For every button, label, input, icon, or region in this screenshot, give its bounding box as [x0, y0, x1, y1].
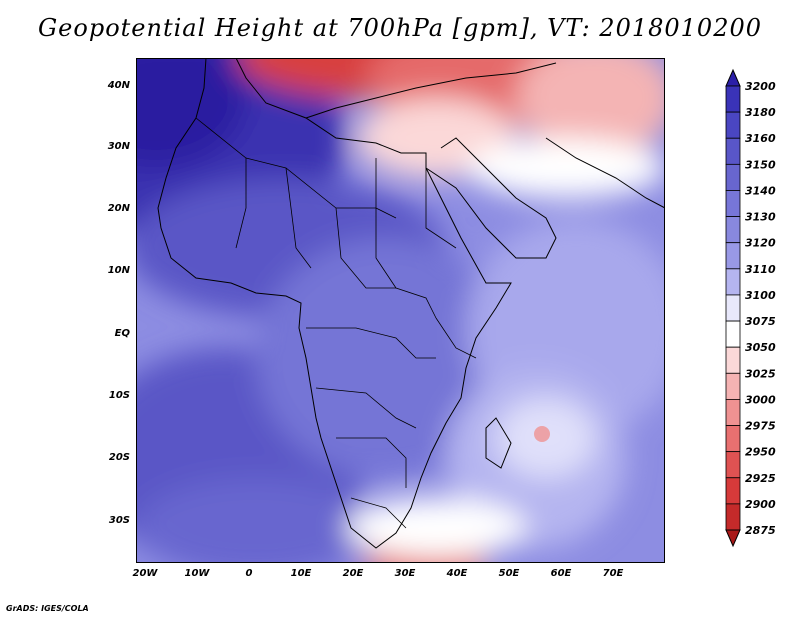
colorbar-label: 3100	[745, 289, 776, 302]
colorbar-label: 3200	[745, 80, 776, 93]
colorbar: 3200 3180 3160 3150 3140 3130 3120 3110 3100 3075…	[725, 68, 776, 548]
colorbar-segment	[725, 399, 741, 426]
colorbar-label: 3110	[745, 263, 776, 276]
lat-label-10s: 10S	[108, 390, 130, 401]
lon-label-40e: 40E	[446, 568, 468, 579]
colorbar-label: 3150	[745, 158, 776, 171]
colorbar-label: 3140	[745, 184, 776, 197]
colorbar-label: 2975	[745, 420, 776, 433]
country-borders	[195, 117, 477, 529]
lat-label-eq: EQ	[114, 328, 130, 339]
colorbar-segment	[725, 346, 741, 374]
colorbar-segment	[725, 451, 741, 479]
lon-label-30e: 30E	[394, 568, 416, 579]
colorbar-label: 3160	[745, 132, 776, 145]
colorbar-label: 3025	[745, 367, 776, 380]
lon-label-20w: 20W	[132, 568, 158, 579]
colorbar-label: 2925	[745, 472, 776, 485]
lon-label-20e: 20E	[342, 568, 364, 579]
colorbar-segment	[725, 477, 741, 505]
lon-label-10e: 10E	[290, 568, 312, 579]
colorbar-label: 3180	[745, 106, 776, 119]
coastlines	[157, 58, 665, 549]
colorbar-segment	[725, 137, 741, 165]
lat-label-20n: 20N	[107, 203, 130, 214]
colorbar-segment	[725, 111, 741, 139]
colorbar-segment	[725, 216, 741, 244]
colorbar-segment	[725, 372, 741, 400]
colorbar-label: 3000	[745, 393, 776, 406]
colorbar-segment	[725, 425, 741, 453]
map-title: Geopotential Height at 700hPa [gpm], VT:…	[38, 14, 762, 42]
geopotential-map	[136, 58, 665, 563]
colorbar-label: 3075	[745, 315, 776, 328]
isolated-low	[534, 426, 550, 442]
credit-label: GrADS: IGES/COLA	[6, 604, 89, 613]
lat-label-20s: 20S	[108, 452, 130, 463]
colorbar-label: 2900	[745, 498, 776, 511]
colorbar-label: 3130	[745, 211, 776, 224]
colorbar-segment	[725, 85, 741, 113]
lon-label-70e: 70E	[602, 568, 624, 579]
colorbar-segment	[725, 503, 741, 531]
colorbar-segment	[725, 163, 741, 191]
lon-label-50e: 50E	[498, 568, 520, 579]
map-frame	[136, 58, 665, 563]
lon-label-10w: 10W	[184, 568, 210, 579]
colorbar-label: 2950	[745, 446, 776, 459]
lat-label-40n: 40N	[107, 80, 130, 91]
colorbar-label: 3120	[745, 237, 776, 250]
colorbar-label: 2875	[745, 524, 776, 537]
colorbar-segment	[725, 320, 741, 348]
lat-label-30n: 30N	[107, 141, 130, 152]
colorbar-top-arrow	[725, 68, 741, 87]
lon-label-0: 0	[245, 568, 253, 579]
colorbar-label: 3050	[745, 341, 776, 354]
colorbar-segment	[725, 242, 741, 270]
lat-label-10n: 10N	[107, 265, 130, 276]
colorbar-segment	[725, 294, 741, 322]
lon-label-60e: 60E	[550, 568, 572, 579]
colorbar-segment	[725, 190, 741, 217]
colorbar-bottom-arrow	[725, 529, 741, 548]
lat-label-30s: 30S	[108, 515, 130, 526]
colorbar-segment	[725, 268, 741, 296]
